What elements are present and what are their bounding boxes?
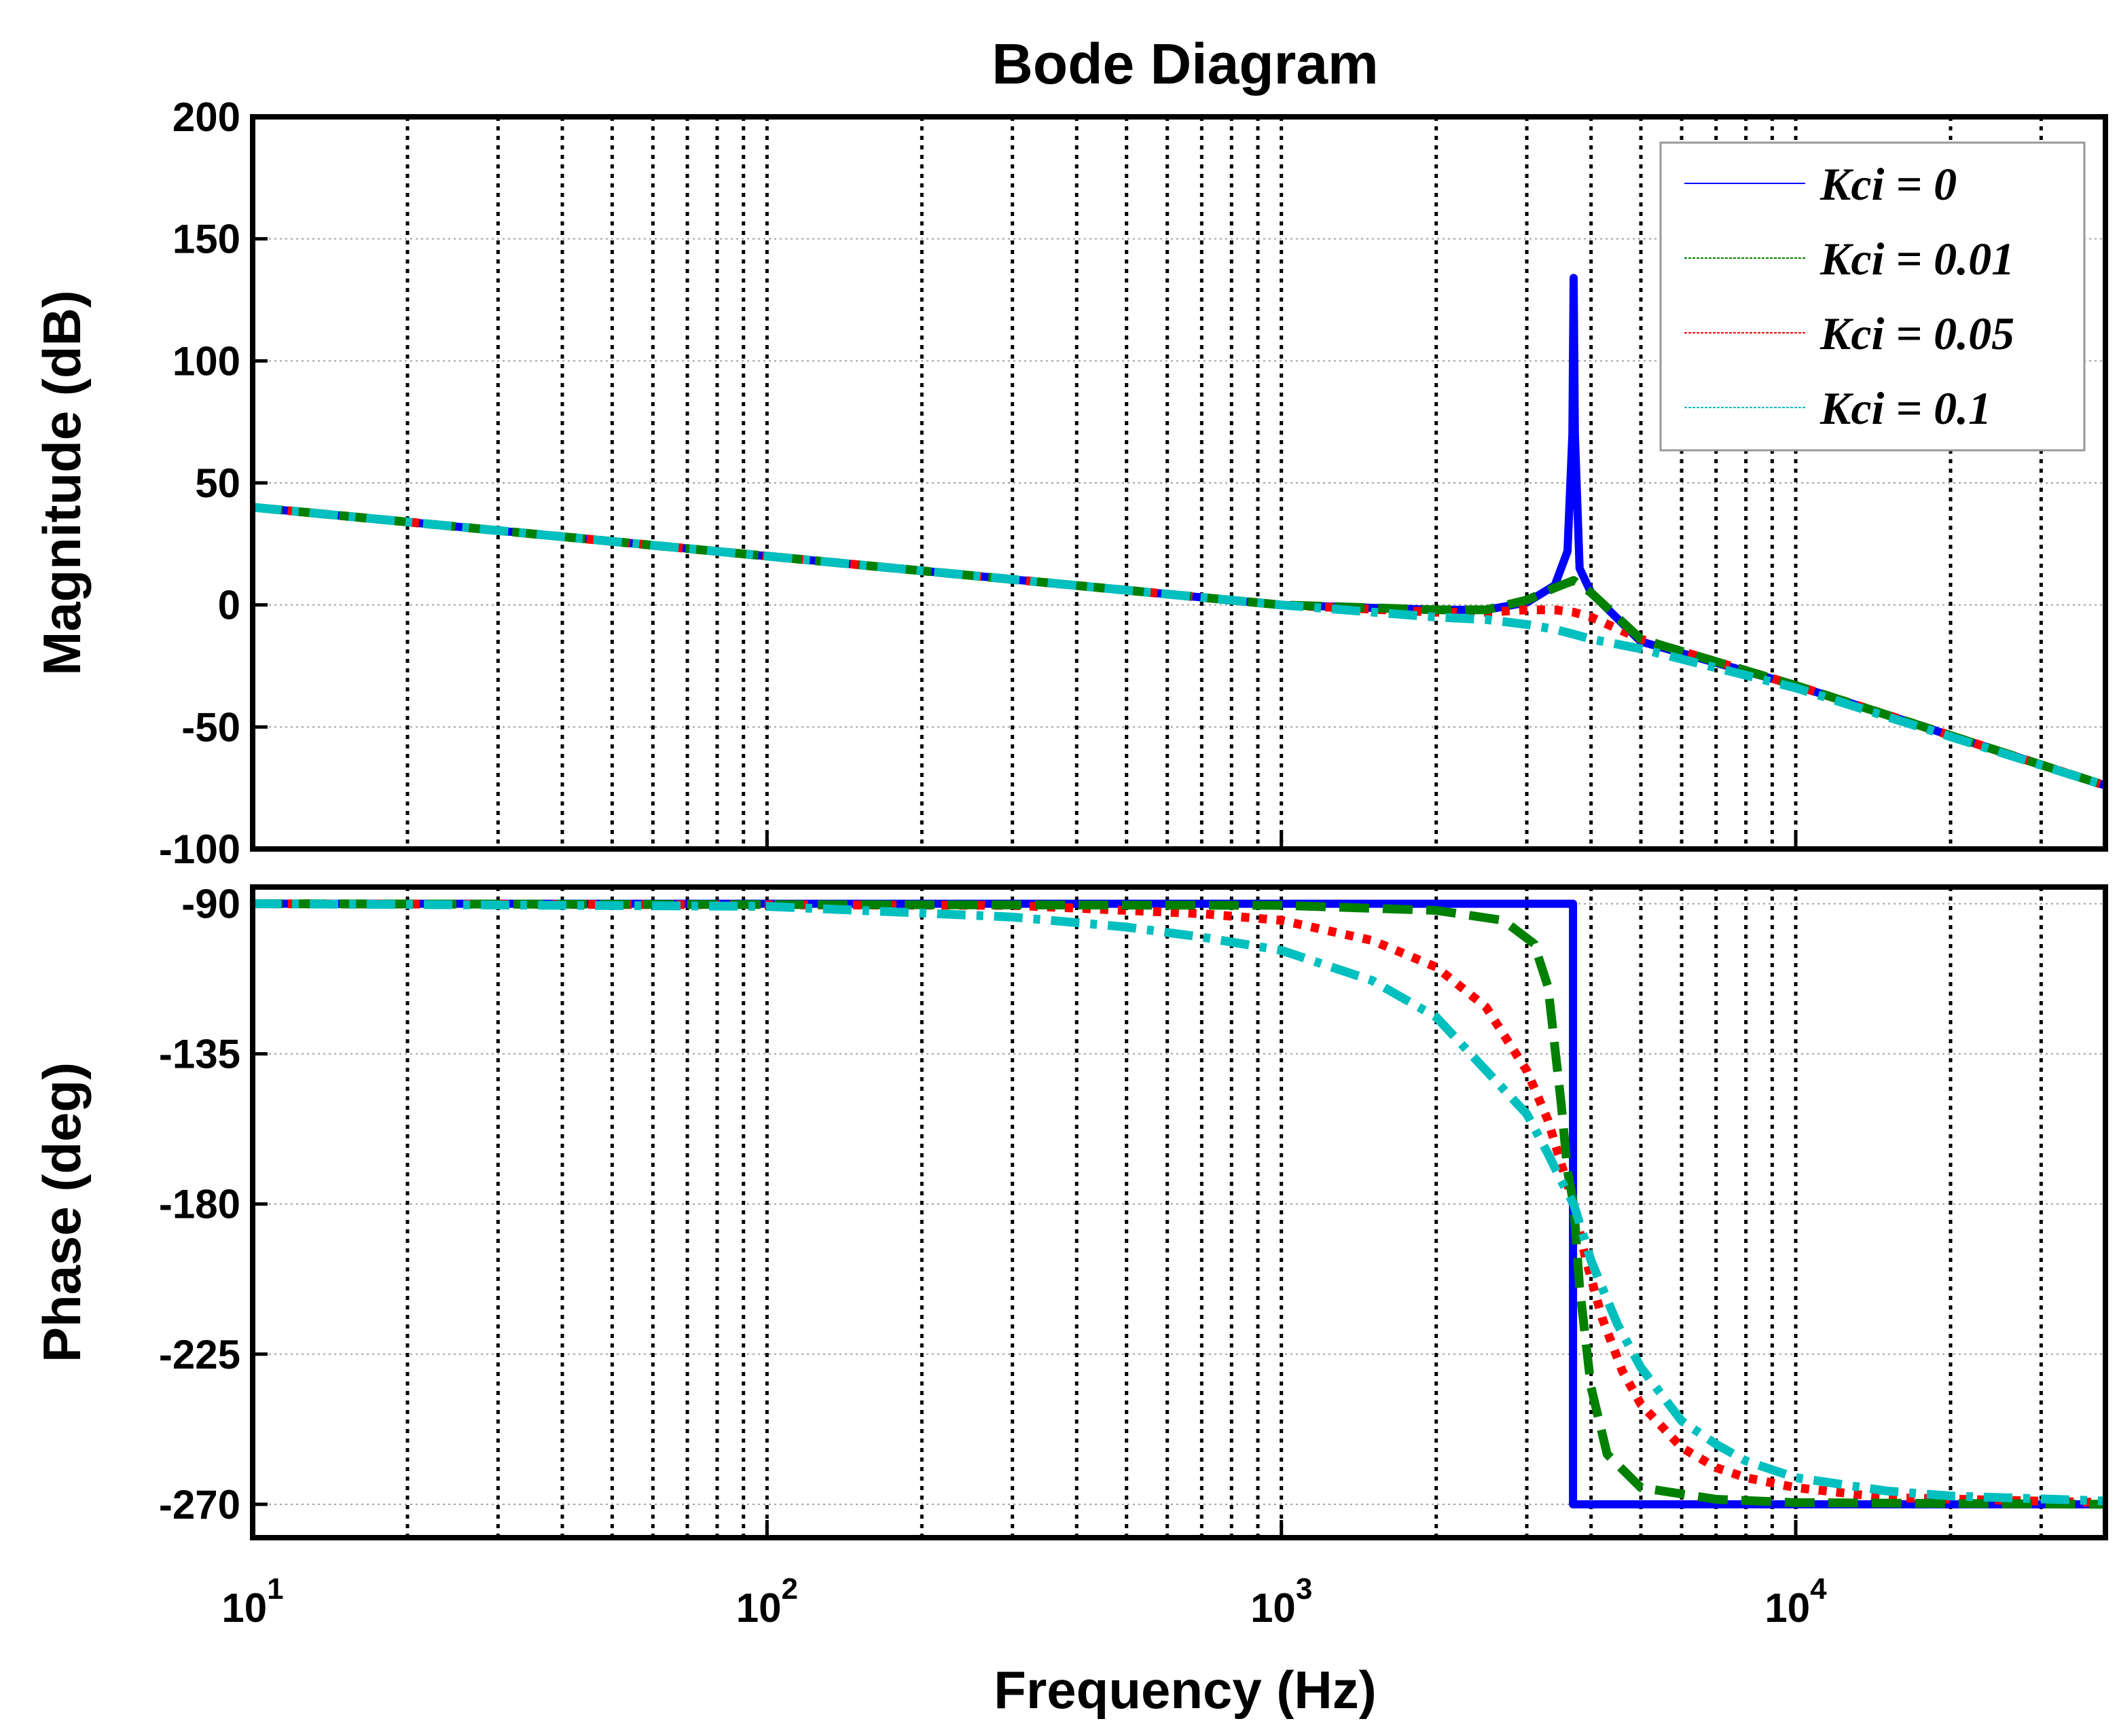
phase-ylabel: Phase (deg)	[32, 1062, 92, 1362]
chart-title: Bode Diagram	[992, 32, 1378, 96]
phase-grid	[253, 887, 2107, 1538]
x-tick-base: 10	[221, 1585, 267, 1631]
x-tick-base: 10	[1250, 1585, 1296, 1631]
magnitude-panel: 200 150 100 50 0 -50 -100 Magnitude (dB)	[32, 94, 2108, 872]
x-tick-exponent: 2	[781, 1572, 797, 1606]
x-tick-label: 104	[1764, 1572, 1827, 1631]
x-axis-label: Frequency (Hz)	[994, 1660, 1376, 1720]
magnitude-curve-kci-0-05	[253, 503, 2105, 790]
phase-curve-group	[253, 899, 2105, 1509]
phase-curves	[253, 899, 2105, 1509]
x-tick-base: 10	[1764, 1585, 1810, 1631]
x-tick-label: 103	[1250, 1572, 1312, 1631]
x-tick-label: 101	[221, 1572, 283, 1631]
magnitude-curve-kci-0-01	[253, 503, 2105, 790]
magnitude-ytick-label: 200	[173, 94, 240, 140]
phase-curve-kci-0-1	[253, 899, 2105, 1506]
legend-label: Kci = 0.05	[1819, 308, 2014, 359]
legend-label: Kci = 0	[1819, 158, 1957, 210]
x-tick-exponent: 3	[1296, 1572, 1312, 1606]
magnitude-ytick-label: 50	[195, 460, 240, 506]
x-tick-exponent: 4	[1810, 1572, 1827, 1606]
x-tick-base: 10	[736, 1585, 782, 1631]
phase-ytick-label: -135	[159, 1032, 240, 1077]
magnitude-ytick-label: 150	[173, 217, 240, 262]
x-tick-label: 102	[736, 1572, 798, 1631]
magnitude-curves	[253, 274, 2105, 790]
magnitude-ytick-label: 100	[173, 338, 240, 384]
legend-label: Kci = 0.1	[1819, 382, 1991, 434]
magnitude-axes-box	[250, 114, 2108, 852]
phase-ytick-label: -225	[159, 1332, 240, 1377]
legend: Kci = 0 Kci = 0.01 Kci = 0.05 Kci = 0.1	[1659, 141, 2086, 452]
magnitude-tick-labels: 200 150 100 50 0 -50 -100	[159, 94, 240, 872]
magnitude-ytick-label: -100	[159, 827, 240, 872]
magnitude-ytick-label: 0	[218, 583, 240, 628]
phase-panel: -90 -135 -180 -225 -270 Phase (deg)	[32, 882, 2108, 1540]
magnitude-ytick-label: -50	[181, 704, 240, 750]
x-tick-labels: 101 102 103 104	[221, 1572, 1827, 1631]
legend-label: Kci = 0.01	[1819, 233, 2014, 285]
legend-box	[1659, 141, 2086, 452]
phase-ytick-label: -180	[159, 1182, 240, 1227]
phase-tick-labels: -90 -135 -180 -225 -270	[159, 882, 240, 1527]
phase-ytick-label: -270	[159, 1482, 240, 1527]
magnitude-curve-group	[253, 274, 2105, 790]
phase-ytick-label: -90	[181, 882, 240, 927]
x-tick-exponent: 1	[267, 1572, 283, 1606]
magnitude-ylabel: Magnitude (dB)	[32, 290, 92, 676]
phase-axes-box	[250, 884, 2108, 1540]
phase-curve-kci-0-01	[253, 899, 2105, 1509]
